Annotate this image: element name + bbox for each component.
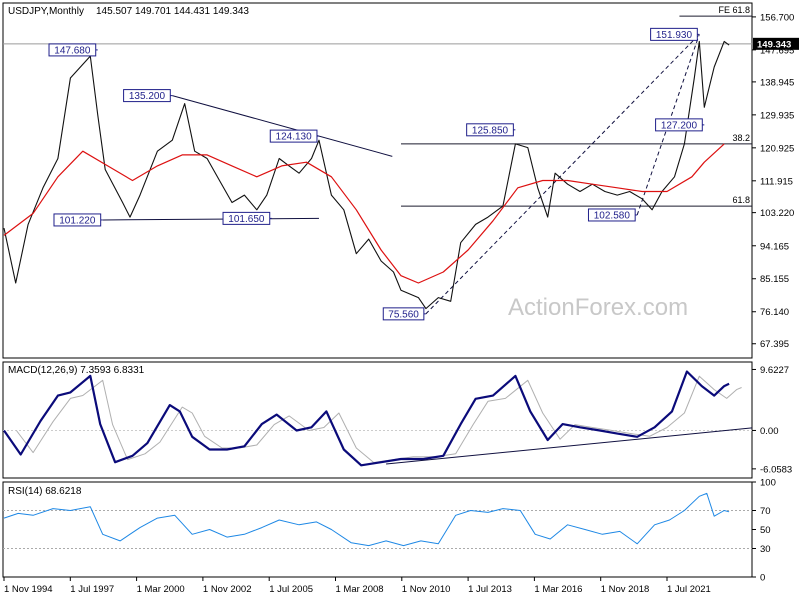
- macd-line: [3, 370, 730, 467]
- ohlc-close: 149.343: [213, 6, 250, 17]
- current-price-tag: [753, 37, 799, 50]
- time-axis: 1 Nov 1994 1 Jul 1997 1 Mar 2000 1 Nov 2002…: [3, 577, 711, 595]
- projection-line: [425, 34, 700, 315]
- moving-average-line: [3, 143, 725, 284]
- rsi-line: [3, 492, 730, 547]
- rsi-tick-label: 30: [760, 544, 771, 555]
- price-tick-label: 120.925: [760, 143, 794, 154]
- x-tick-label: 1 Jul 1997: [70, 584, 114, 595]
- price-tick-label: 85.155: [760, 274, 789, 285]
- rsi-tick-label: 100: [760, 478, 776, 489]
- macd-tick-label: -6.0583: [760, 464, 792, 475]
- ohlc-open: 145.507: [96, 6, 133, 17]
- price-label-text: 102.580: [594, 210, 631, 221]
- price-tick-label: 129.935: [760, 110, 794, 121]
- rsi-tick-label: 50: [760, 525, 771, 536]
- price-tick-label: 76.140: [760, 307, 789, 318]
- rsi-tick-label: 0: [760, 573, 765, 584]
- price-label-box: 101.220: [53, 213, 103, 227]
- price-label-text: 127.200: [661, 120, 698, 131]
- price-label-text: 75.560: [388, 309, 419, 320]
- price-label-text: 147.680: [54, 45, 91, 56]
- rsi-panel: RSI(14) 68.6218 100 70 50 30 0: [2, 478, 776, 584]
- price-label-box: 101.650: [222, 211, 272, 225]
- ohlc-values: 145.507 149.701 144.431 149.343: [96, 6, 249, 17]
- price-label-box: 151.930: [650, 27, 700, 41]
- rsi-label: RSI(14) 68.6218: [8, 486, 82, 497]
- price-label-box: 102.580: [587, 208, 638, 222]
- x-tick-label: 1 Mar 2016: [534, 584, 582, 595]
- x-tick-label: 1 Jul 2013: [468, 584, 512, 595]
- price-panel-frame: [2, 2, 753, 359]
- chart-title: USDJPY,Monthly: [8, 6, 84, 17]
- x-tick-label: 1 Nov 2002: [203, 584, 252, 595]
- price-label-text: 124.130: [276, 132, 313, 143]
- macd-panel: MACD(12,26,9) 7.3593 6.8331 9.6227 0.00 -6…: [2, 361, 792, 479]
- price-tick-label: 147.695: [760, 45, 794, 56]
- price-tick-label: 94.165: [760, 241, 789, 252]
- x-tick-label: 1 Nov 1994: [4, 584, 53, 595]
- price-label-text: 101.650: [228, 214, 265, 225]
- macd-tick-label: 9.6227: [760, 365, 789, 376]
- ohlc-low: 144.431: [174, 6, 211, 17]
- price-label-box: 125.850: [466, 123, 516, 137]
- fib-level-label: 38.2: [732, 133, 750, 143]
- price-tick-label: 103.220: [760, 208, 794, 219]
- downtrend-line: [172, 95, 393, 157]
- price-label-text: 101.220: [59, 215, 96, 226]
- current-price-value: 149.343: [757, 39, 791, 50]
- price-label-box: 127.200: [655, 118, 705, 131]
- macd-trend-line: [386, 427, 753, 465]
- ohlc-high: 149.701: [135, 6, 172, 17]
- price-panel: USDJPY,Monthly 145.507 149.701 144.431 1…: [2, 2, 799, 359]
- rsi-panel-frame: [2, 481, 753, 578]
- x-tick-label: 1 Jul 2021: [667, 584, 711, 595]
- support-line: [102, 217, 319, 221]
- price-label-text: 135.200: [129, 91, 166, 102]
- macd-label: MACD(12,26,9) 7.3593 6.8331: [8, 365, 145, 376]
- x-tick-label: 1 Jul 2005: [269, 584, 313, 595]
- price-tick-label: 67.395: [760, 339, 789, 350]
- price-tick-label: 111.915: [760, 176, 793, 187]
- x-tick-label: 1 Mar 2008: [336, 584, 384, 595]
- projection-line: [636, 34, 700, 216]
- fib-level-label: 61.8: [732, 195, 750, 205]
- x-tick-label: 1 Mar 2000: [137, 584, 185, 595]
- price-label-text: 125.850: [472, 125, 509, 136]
- rsi-tick-label: 70: [760, 506, 771, 517]
- price-tick-label: 138.945: [760, 77, 794, 88]
- macd-tick-label: 0.00: [760, 426, 779, 437]
- price-tick-label: 156.700: [760, 12, 794, 23]
- watermark: ActionForex.com: [508, 294, 688, 321]
- x-tick-label: 1 Nov 2010: [402, 584, 451, 595]
- x-tick-label: 1 Nov 2018: [601, 584, 650, 595]
- price-close-line: [3, 40, 730, 310]
- price-label-box: 75.560: [382, 307, 426, 321]
- price-label-box: 135.200: [123, 89, 173, 103]
- price-label-text: 151.930: [656, 30, 693, 41]
- price-label-box: 124.130: [269, 129, 319, 143]
- fib-level-label: FE 61.8: [718, 5, 750, 15]
- price-label-box: 147.680: [48, 43, 98, 57]
